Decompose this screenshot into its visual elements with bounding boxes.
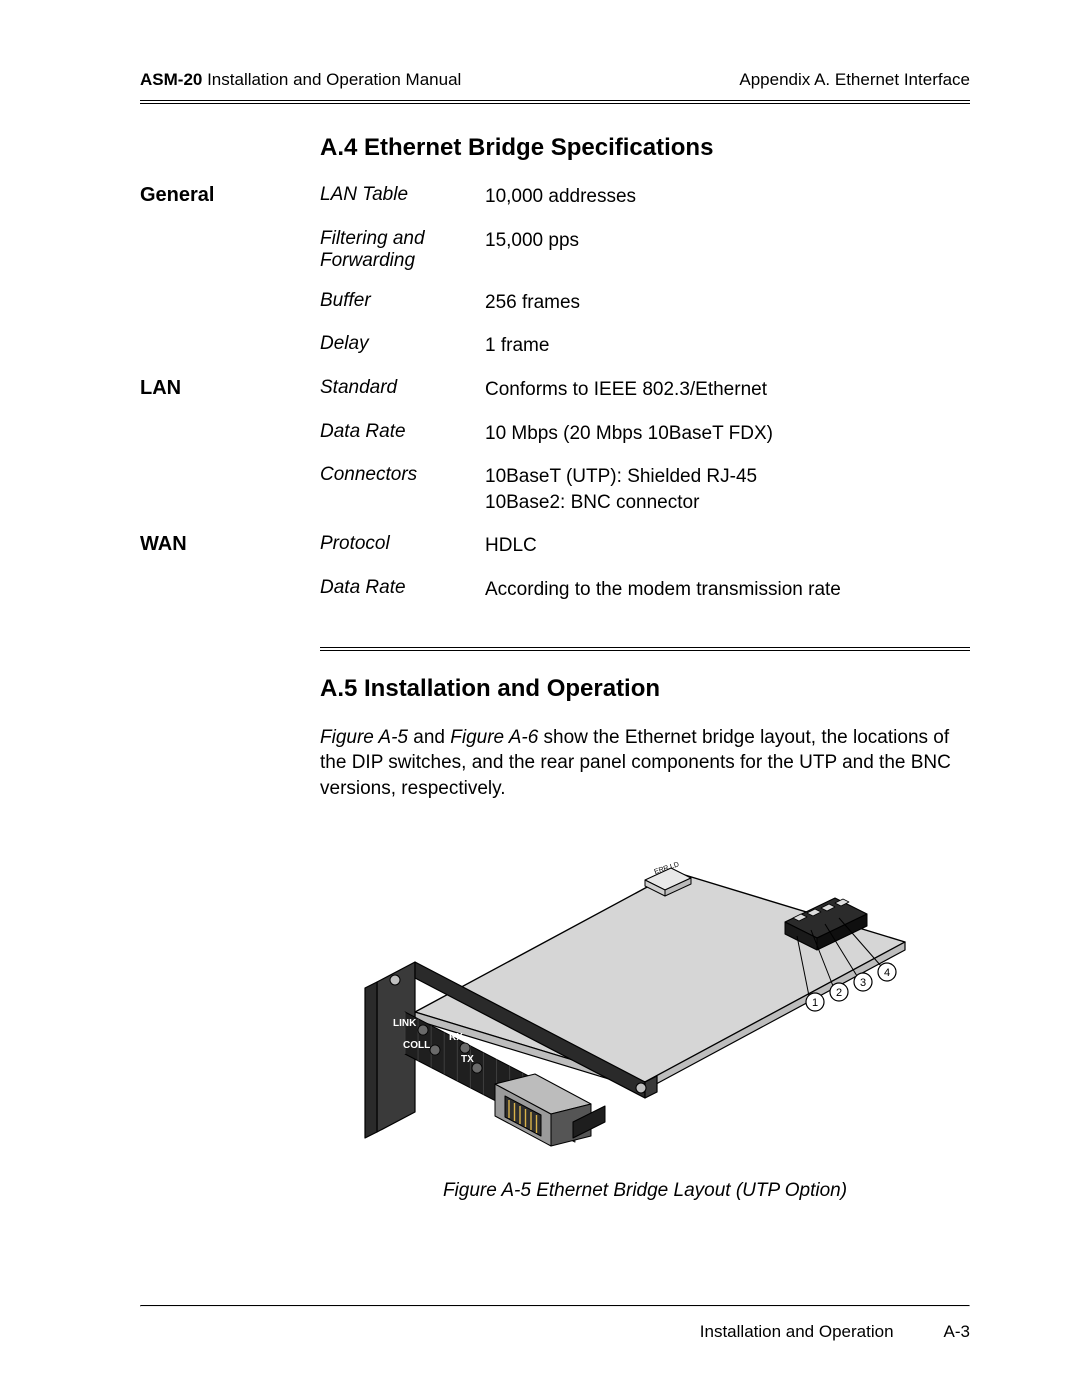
- spec-value: 10 Mbps (20 Mbps 10BaseT FDX): [485, 421, 970, 447]
- spec-param: Connectors: [320, 464, 485, 486]
- spec-row: Data RateAccording to the modem transmis…: [140, 577, 970, 603]
- running-footer: Installation and Operation A-3: [140, 1322, 970, 1342]
- spec-row: Data Rate10 Mbps (20 Mbps 10BaseT FDX): [140, 421, 970, 447]
- header-title: Installation and Operation Manual: [202, 70, 461, 89]
- spec-param: Buffer: [320, 290, 485, 312]
- spec-row: Buffer256 frames: [140, 290, 970, 316]
- running-header: ASM-20 Installation and Operation Manual…: [140, 70, 970, 90]
- spec-category: General: [140, 184, 320, 207]
- spec-row: LANStandardConforms to IEEE 802.3/Ethern…: [140, 377, 970, 403]
- page: ASM-20 Installation and Operation Manual…: [0, 0, 1080, 1397]
- spec-category: WAN: [140, 533, 320, 556]
- svg-text:LINK: LINK: [393, 1018, 417, 1029]
- svg-text:4: 4: [884, 967, 890, 979]
- section-a5-paragraph: Figure A-5 and Figure A-6 show the Ether…: [320, 725, 970, 802]
- section-divider: [320, 647, 970, 651]
- svg-text:TX: TX: [461, 1054, 474, 1065]
- svg-text:COLL: COLL: [403, 1040, 430, 1051]
- header-rule: [140, 100, 970, 104]
- svg-text:1: 1: [812, 997, 818, 1009]
- spec-value: Conforms to IEEE 802.3/Ethernet: [485, 377, 970, 403]
- header-left: ASM-20 Installation and Operation Manual: [140, 70, 461, 90]
- svg-text:2: 2: [836, 987, 842, 999]
- spec-row: Filtering and Forwarding15,000 pps: [140, 228, 970, 272]
- figure-ref: Figure A-6: [450, 727, 538, 748]
- header-product-code: ASM-20: [140, 70, 202, 89]
- svg-text:3: 3: [860, 977, 866, 989]
- content: A.4 Ethernet Bridge Specifications Gener…: [140, 134, 970, 1202]
- spec-param: Data Rate: [320, 577, 485, 599]
- svg-text:RX: RX: [449, 1032, 463, 1043]
- header-right: Appendix A. Ethernet Interface: [739, 70, 970, 90]
- spec-value: 15,000 pps: [485, 228, 970, 254]
- footer-page-number: A-3: [944, 1322, 970, 1342]
- spec-param: Standard: [320, 377, 485, 399]
- spec-param: Protocol: [320, 533, 485, 555]
- spec-param: Data Rate: [320, 421, 485, 443]
- spec-value: 1 frame: [485, 333, 970, 359]
- spec-value: According to the modem transmission rate: [485, 577, 970, 603]
- figure-a5: LINKCOLLRXTX10BASE-TERR LD1234 Figure A-…: [320, 822, 970, 1202]
- figure-ref: Figure A-5: [320, 727, 408, 748]
- spec-param: Delay: [320, 333, 485, 355]
- spec-value: HDLC: [485, 533, 970, 559]
- body-text: and: [408, 727, 450, 748]
- figure-a5-caption: Figure A-5 Ethernet Bridge Layout (UTP O…: [443, 1180, 847, 1202]
- spec-row: Connectors10BaseT (UTP): Shielded RJ-45 …: [140, 464, 970, 515]
- spec-value: 10BaseT (UTP): Shielded RJ-45 10Base2: B…: [485, 464, 970, 515]
- spec-param: LAN Table: [320, 184, 485, 206]
- spec-row: Delay1 frame: [140, 333, 970, 359]
- spec-row: GeneralLAN Table10,000 addresses: [140, 184, 970, 210]
- spec-row: WANProtocolHDLC: [140, 533, 970, 559]
- section-a4-heading: A.4 Ethernet Bridge Specifications: [320, 134, 970, 162]
- section-a5-heading: A.5 Installation and Operation: [320, 675, 970, 703]
- footer-rule: [140, 1305, 970, 1307]
- spec-category: LAN: [140, 377, 320, 400]
- spec-table: GeneralLAN Table10,000 addressesFilterin…: [140, 184, 970, 603]
- spec-value: 256 frames: [485, 290, 970, 316]
- figure-a5-illustration: LINKCOLLRXTX10BASE-TERR LD1234: [345, 822, 945, 1162]
- spec-value: 10,000 addresses: [485, 184, 970, 210]
- footer-section-title: Installation and Operation: [700, 1322, 894, 1342]
- spec-param: Filtering and Forwarding: [320, 228, 485, 272]
